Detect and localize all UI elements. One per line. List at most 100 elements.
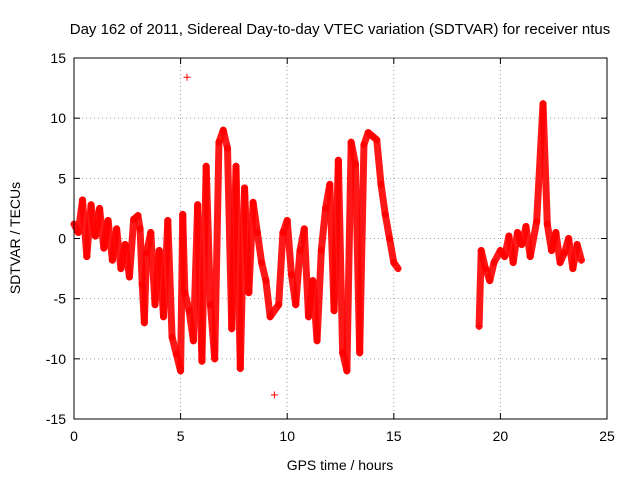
x-tick-label: 20 — [493, 428, 509, 444]
data-point — [368, 132, 376, 140]
data-point — [100, 244, 108, 252]
data-track — [386, 235, 398, 267]
data-point — [356, 349, 364, 357]
data-point — [486, 277, 494, 285]
data-point — [91, 232, 99, 240]
data-point — [134, 212, 142, 220]
data-point — [96, 204, 104, 212]
x-tick-label: 10 — [279, 428, 295, 444]
data-point — [475, 322, 483, 330]
data-point — [569, 265, 577, 273]
data-point — [309, 277, 317, 285]
chart-title: Day 162 of 2011, Sidereal Day-to-day VTE… — [70, 21, 611, 38]
data-point — [138, 280, 146, 288]
dense-data-band — [70, 100, 585, 375]
data-point — [151, 301, 159, 309]
data-point — [113, 225, 121, 233]
data-point — [505, 232, 513, 240]
data-point — [360, 141, 368, 149]
data-point — [245, 289, 253, 297]
data-track — [275, 228, 287, 309]
data-point — [313, 337, 321, 345]
data-point — [390, 259, 398, 267]
data-track — [253, 228, 266, 267]
data-point — [513, 228, 521, 236]
data-point — [556, 259, 564, 267]
data-point — [305, 313, 313, 321]
data-point — [481, 265, 489, 273]
data-point — [326, 180, 334, 188]
data-point — [202, 162, 210, 170]
data-point — [164, 216, 172, 224]
data-point — [185, 307, 193, 315]
data-track — [125, 215, 138, 281]
data-point — [136, 225, 144, 233]
data-point — [241, 184, 249, 192]
data-point — [279, 228, 287, 236]
data-point — [296, 247, 304, 255]
data-point — [194, 201, 202, 209]
data-point — [206, 301, 214, 309]
data-track — [262, 277, 274, 321]
data-point — [339, 349, 347, 357]
y-tick-label: 0 — [58, 231, 66, 247]
data-point — [249, 198, 257, 206]
data-track — [249, 198, 261, 236]
data-point — [347, 138, 355, 146]
data-point — [533, 218, 541, 226]
data-point — [198, 357, 206, 365]
y-tick-label: 10 — [50, 110, 66, 126]
data-point — [317, 247, 325, 255]
data-point — [177, 367, 185, 375]
data-point — [364, 129, 372, 137]
data-point — [181, 289, 189, 297]
data-point — [275, 301, 283, 309]
data-point — [560, 249, 568, 257]
data-point — [258, 259, 266, 267]
data-track — [283, 216, 295, 279]
data-point — [253, 228, 261, 236]
data-point — [322, 204, 330, 212]
y-tick-label: -5 — [54, 291, 67, 307]
data-point — [577, 256, 585, 264]
data-point — [172, 350, 180, 358]
x-tick-label: 25 — [599, 428, 615, 444]
data-point — [266, 313, 274, 321]
data-track — [390, 259, 402, 273]
data-point — [386, 235, 394, 242]
data-point — [262, 277, 270, 285]
data-point — [351, 160, 359, 168]
data-point — [477, 247, 485, 255]
data-track — [334, 156, 347, 357]
data-point — [189, 337, 197, 345]
data-point — [543, 220, 551, 228]
data-track — [347, 138, 359, 168]
data-point — [219, 126, 227, 134]
data-point — [518, 241, 526, 249]
data-track — [526, 218, 541, 261]
data-point — [215, 138, 223, 146]
data-point — [140, 319, 148, 327]
data-point — [130, 215, 138, 223]
data-track — [140, 249, 150, 327]
data-point — [270, 391, 278, 399]
data-track — [356, 141, 368, 357]
x-tick-label: 5 — [177, 428, 185, 444]
data-track — [211, 138, 223, 363]
data-point — [160, 313, 168, 321]
data-point — [87, 201, 95, 209]
data-point — [509, 259, 517, 267]
data-track — [202, 162, 214, 309]
x-tick-label: 0 — [70, 428, 78, 444]
data-track — [377, 180, 389, 218]
data-point — [83, 253, 91, 261]
data-point — [565, 235, 573, 242]
data-point — [224, 144, 232, 152]
data-point — [228, 325, 236, 333]
data-point — [490, 259, 498, 267]
data-point — [125, 273, 133, 281]
data-point — [373, 136, 381, 144]
data-point — [394, 265, 402, 273]
data-point — [108, 256, 116, 264]
